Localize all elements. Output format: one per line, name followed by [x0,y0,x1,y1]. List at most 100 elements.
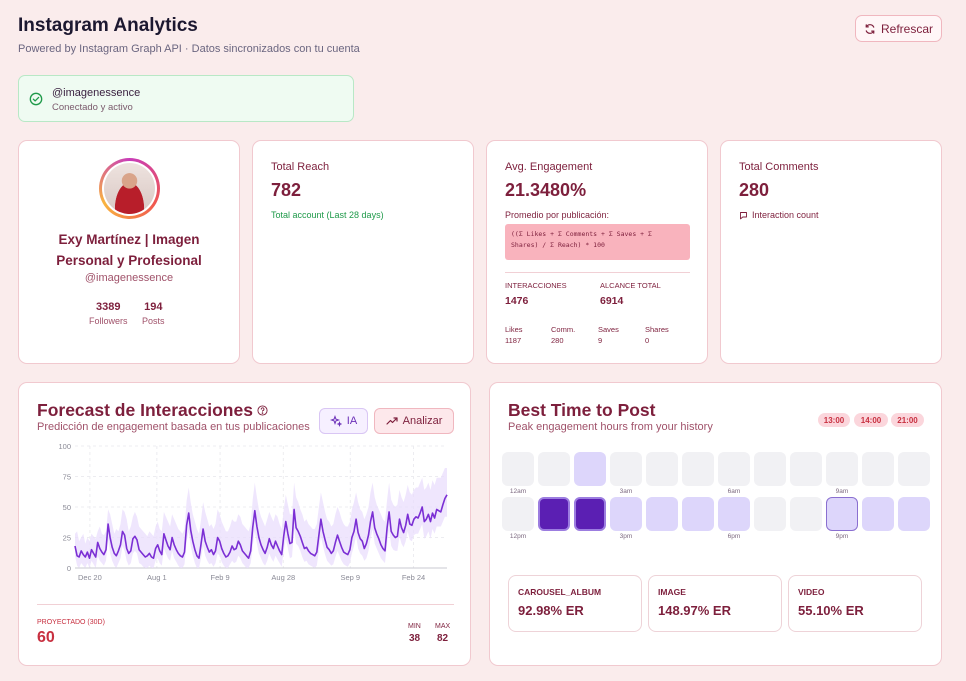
formula-line-1: ((Σ Likes + Σ Comments + Σ Saves + Σ [511,230,652,238]
content-type-er: 55.10% ER [798,603,864,618]
engagement-value: 21.3480% [505,180,587,200]
likes-value: 1187 [505,336,522,345]
analyze-button[interactable]: Analizar [374,408,454,434]
content-type-card: CAROUSEL_ALBUM 92.98% ER [508,575,642,632]
comments-total-label: Total Comments [739,161,819,173]
saves-label: Saves [598,325,619,334]
chat-bubble-icon [740,211,747,219]
help-icon[interactable] [257,405,268,416]
top-hour-badge: 14:00 [854,413,888,427]
top-hour-badge: 21:00 [891,413,924,427]
per-post-label: Promedio por publicación: [505,210,610,220]
hour-cell[interactable] [898,497,930,531]
hour-cell[interactable] [610,452,642,486]
best-time-title: Best Time to Post [508,400,656,420]
hour-cell[interactable] [646,497,678,531]
confidence-band [75,468,447,568]
hour-cell[interactable] [538,452,570,486]
min-value: 38 [409,633,421,644]
forecast-chart: 0 25 50 75 100 Dec 20 Aug 1 Feb 9 Aug 28 Sep 9 Feb… [58,442,448,582]
reach-card: Total Reach 782 Total account (Last 28 d… [252,140,474,364]
avatar-photo [104,163,155,214]
hour-label: 6pm [727,533,741,540]
hour-label: 9pm [835,533,849,540]
y-tick-label: 50 [63,503,71,512]
engagement-label: Avg. Engagement [505,161,593,173]
hour-cell[interactable] [898,452,930,486]
posts-label: Posts [142,316,165,326]
hour-cell[interactable] [610,497,642,531]
best-time-card: Best Time to Post Peak engagement hours … [489,382,942,666]
ia-label: IA [346,415,358,427]
hour-cell[interactable] [862,497,894,531]
connection-status: Conectado y activo [52,102,133,113]
comments-value: 280 [551,336,564,345]
x-tick-label: Dec 20 [78,573,102,582]
hour-cell[interactable] [826,497,858,531]
forecast-card: Forecast de Interacciones Predicción de … [18,382,471,666]
sparkles-icon [329,415,342,427]
profile-handle: @imagenessence [84,272,174,284]
content-type-name: CAROUSEL_ALBUM [518,587,602,597]
hour-cell[interactable] [646,452,678,486]
page-title: Instagram Analytics [18,15,198,36]
hour-cell[interactable] [754,497,786,531]
avatar[interactable] [99,158,160,219]
x-tick-label: Sep 9 [340,573,360,582]
refresh-button[interactable]: Refrescar [855,15,942,42]
comments-note-text: Interaction count [752,210,819,220]
y-tick-label: 100 [58,442,71,451]
followers-label: Followers [89,316,128,326]
hour-cell[interactable] [574,497,606,531]
max-label: MAX [435,623,451,630]
posts-count: 194 [144,301,163,313]
check-circle-icon [29,92,43,106]
hour-cell[interactable] [790,452,822,486]
comments-total-value: 280 [739,180,770,200]
hour-cell[interactable] [502,497,534,531]
engagement-card: Avg. Engagement 21.3480% Promedio por pu… [486,140,708,364]
hour-cell[interactable] [718,452,750,486]
ia-button[interactable]: IA [319,408,368,434]
hour-cell[interactable] [862,452,894,486]
followers-count: 3389 [96,301,121,313]
x-tick-label: Feb 9 [210,573,229,582]
analyze-label: Analizar [402,415,443,427]
hour-cell[interactable] [754,452,786,486]
engagement-divider [505,272,690,273]
formula-line-2: Shares) / Σ Reach) * 100 [511,241,605,249]
profile-card: Exy Martínez | Imagen Personal y Profesi… [18,140,240,364]
hour-label: 3pm [619,533,633,540]
min-label: MIN [408,623,421,630]
top-hour-badge: 13:00 [818,413,850,427]
hour-cell[interactable] [538,497,570,531]
interactions-value: 1476 [505,295,529,307]
reach-note: Total account (Last 28 days) [271,210,384,220]
x-tick-label: Feb 24 [402,573,425,582]
hour-cell[interactable] [790,497,822,531]
hour-label: 9am [835,488,849,495]
comments-card: Total Comments 280 Interaction count [720,140,942,364]
hour-cell[interactable] [682,452,714,486]
x-tick-label: Aug 28 [271,573,295,582]
reach-total-label: ALCANCE TOTAL [600,281,661,290]
hour-cell[interactable] [718,497,750,531]
reach-total-value: 6914 [600,295,624,307]
hour-label: 12am [509,488,527,495]
reach-value: 782 [271,180,302,200]
content-type-name: VIDEO [798,587,825,597]
hour-cell[interactable] [826,452,858,486]
forecast-title: Forecast de Interacciones [37,400,253,420]
shares-value: 0 [645,336,650,345]
shares-label: Shares [645,325,669,334]
forecast-divider [37,604,454,605]
hour-cell[interactable] [574,452,606,486]
projected-label: PROYECTADO (30D) [37,619,105,626]
content-type-name: IMAGE [658,587,686,597]
y-tick-label: 75 [63,473,71,482]
hour-cell[interactable] [502,452,534,486]
comments-note: Interaction count [739,210,819,220]
connected-handle: @imagenessence [52,87,141,99]
content-type-card: VIDEO 55.10% ER [788,575,922,632]
hour-cell[interactable] [682,497,714,531]
